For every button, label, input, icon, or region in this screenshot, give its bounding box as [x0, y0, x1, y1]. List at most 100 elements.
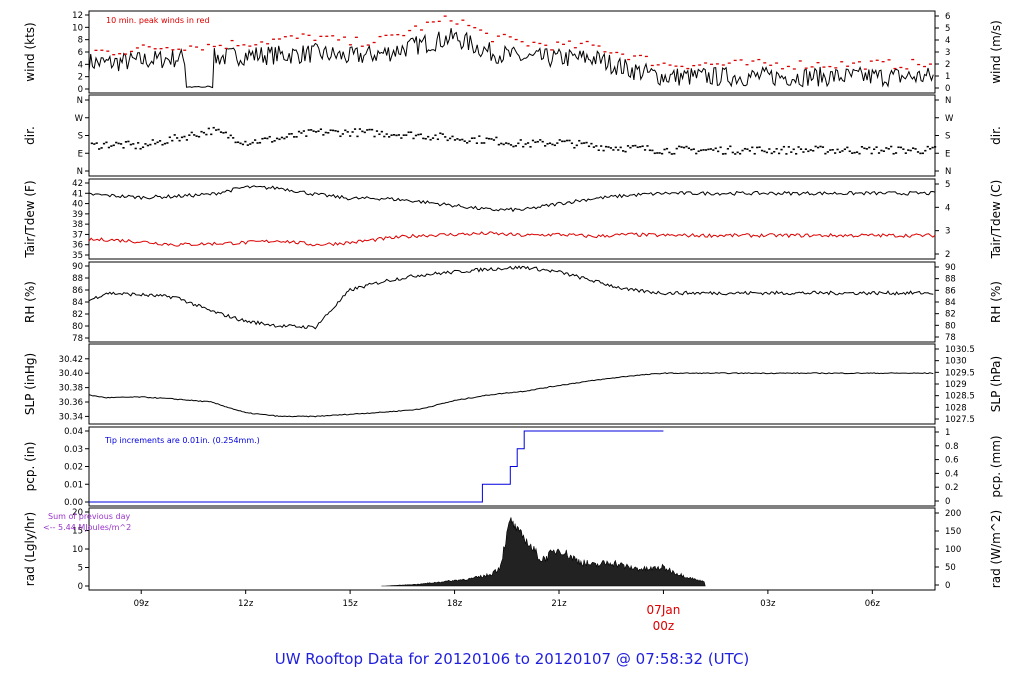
- dir-point: [183, 135, 186, 138]
- slp-y2tick-label: 1027.5: [945, 415, 975, 425]
- dir-point: [626, 145, 630, 147]
- dir-point: [563, 140, 566, 143]
- footer-time: 07:58:32: [635, 650, 704, 668]
- dir-point: [492, 139, 496, 141]
- temp-ytick-label: 40: [72, 200, 83, 210]
- dir-y2tick-label: S: [945, 132, 950, 142]
- dir-point: [207, 127, 210, 130]
- dir-point: [668, 151, 671, 154]
- dir-point: [468, 140, 471, 143]
- dir-point: [102, 142, 106, 145]
- pcp-y2label: pcp. (mm): [989, 435, 1003, 497]
- dir-point: [553, 144, 556, 147]
- dir-point: [551, 143, 554, 146]
- precip-line: [89, 430, 664, 503]
- dir-point: [397, 134, 401, 136]
- dir-point: [178, 139, 181, 142]
- dir-point: [704, 149, 708, 151]
- dir-point: [748, 150, 751, 152]
- dir-ytick-label: N: [77, 96, 83, 106]
- dir-point: [417, 133, 420, 136]
- rh-y2tick-label: 82: [945, 310, 956, 320]
- dir-point: [224, 131, 227, 134]
- dir-point: [219, 131, 223, 133]
- dir-frame: [88, 94, 936, 177]
- dir-point: [514, 145, 517, 147]
- dir-point: [105, 141, 108, 144]
- dir-point: [814, 145, 817, 148]
- dir-point: [483, 142, 486, 144]
- dir-point: [424, 137, 427, 140]
- dir-point: [322, 134, 325, 136]
- footer-end-date: 20120107: [534, 650, 612, 668]
- dir-point: [251, 141, 254, 144]
- dir-point: [614, 146, 617, 149]
- dir-point: [585, 141, 588, 144]
- dir-point: [256, 142, 259, 144]
- dir-point: [373, 135, 376, 138]
- dir-point: [892, 152, 895, 155]
- dir-point: [768, 148, 771, 150]
- dir-point: [617, 149, 620, 151]
- dir-point: [724, 152, 727, 155]
- x-day-sub: 00z: [653, 619, 675, 633]
- x-tick-label: 06z: [865, 599, 881, 609]
- dir-point: [149, 143, 152, 146]
- dir-point: [176, 137, 179, 139]
- dir-point: [507, 142, 510, 145]
- dir-point: [98, 148, 101, 150]
- dir-point: [687, 147, 691, 150]
- wind-y2label: wind (m/s): [989, 20, 1003, 84]
- pcp-ytick-label: 0.00: [64, 498, 83, 508]
- dir-y2tick-label: E: [945, 149, 950, 159]
- dir-point: [124, 141, 128, 143]
- dir-point: [344, 129, 347, 132]
- dir-y2tick-label: N: [945, 96, 951, 106]
- dir-point: [134, 147, 137, 150]
- dir-y2tick-label: W: [945, 114, 954, 124]
- dir-point: [473, 137, 476, 139]
- dir-point: [263, 137, 266, 139]
- dir-point: [865, 148, 868, 150]
- dir-point: [678, 145, 681, 148]
- dir-point: [246, 144, 249, 146]
- dir-point: [853, 151, 856, 154]
- dir-point: [280, 136, 284, 139]
- dir-point: [188, 134, 191, 136]
- dir-point: [587, 145, 591, 148]
- rh-ylabel: RH (%): [23, 281, 37, 323]
- dir-point: [500, 142, 503, 145]
- x-tick-label: 12z: [238, 599, 254, 609]
- dir-point: [285, 136, 288, 138]
- wind-ytick-label: 4: [78, 60, 83, 70]
- dir-point: [458, 139, 461, 141]
- dir-point: [734, 153, 737, 155]
- dir-point: [558, 139, 561, 141]
- dir-point: [297, 130, 301, 133]
- dir-point: [307, 129, 310, 131]
- dir-ytick-label: E: [78, 149, 83, 159]
- dir-point: [882, 150, 885, 152]
- dir-point: [151, 139, 154, 141]
- dir-point: [258, 141, 262, 144]
- temp-ylabel: Tair/Tdew (F): [23, 180, 37, 258]
- dir-point: [561, 140, 564, 143]
- dir-point: [127, 140, 130, 143]
- dir-point: [463, 140, 466, 142]
- dir-point: [902, 148, 905, 150]
- dir-point: [714, 147, 717, 150]
- dir-point: [524, 143, 527, 145]
- dir-point: [173, 134, 176, 136]
- dir-point: [346, 131, 349, 133]
- dir-point: [770, 152, 773, 155]
- footer-at: @: [615, 650, 631, 668]
- temp-ytick-label: 36: [72, 241, 83, 251]
- slp-ytick-label: 30.42: [59, 355, 83, 365]
- dir-point: [834, 152, 837, 154]
- dir-point: [390, 134, 393, 137]
- dir-point: [731, 151, 734, 154]
- dir-point: [870, 152, 873, 155]
- dir-point: [305, 135, 308, 137]
- dir-point: [371, 128, 374, 131]
- dir-point: [115, 141, 118, 144]
